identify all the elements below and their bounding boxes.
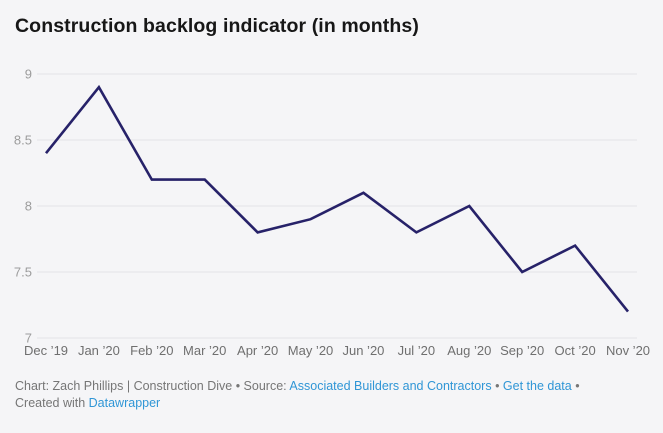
x-tick-label: Nov ’20 [606,343,650,358]
x-tick-label: Mar ’20 [183,343,226,358]
x-tick-label: Oct ’20 [554,343,595,358]
x-tick-label: Jul ’20 [398,343,436,358]
x-tick-label: Feb ’20 [130,343,173,358]
byline-text: Chart: Zach Phillips | Construction Dive… [15,379,290,393]
x-tick-label: May ’20 [288,343,334,358]
chart-title: Construction backlog indicator (in month… [15,15,419,37]
y-tick-label: 8.5 [14,133,32,148]
x-tick-label: Aug ’20 [447,343,491,358]
source-link[interactable]: Associated Builders and Contractors [289,379,492,393]
x-tick-label: Jan ’20 [78,343,120,358]
chart-footer: Chart: Zach Phillips | Construction Dive… [15,378,647,412]
x-tick-label: Apr ’20 [237,343,278,358]
y-tick-label: 7 [25,331,32,346]
x-tick-label: Sep ’20 [500,343,544,358]
y-tick-label: 7.5 [14,265,32,280]
x-tick-label: Jun ’20 [342,343,384,358]
data-line [44,84,630,313]
x-tick-label: Dec ’19 [24,343,68,358]
line-chart: 7 7.5 8 8.5 9 Dec ’19 Jan ’20 Feb ’20 Mar ’20 Ap… [14,67,650,359]
footer-separator-2: • [571,379,580,393]
x-axis-labels: Dec ’19 Jan ’20 Feb ’20 Mar ’20 Apr ’20 May ’… [24,343,650,358]
y-axis-labels: 7 7.5 8 8.5 9 [14,67,32,346]
datawrapper-link[interactable]: Datawrapper [88,396,161,410]
y-tick-label: 9 [25,67,32,82]
created-with-text: Created with [15,396,89,410]
get-the-data-link[interactable]: Get the data [502,379,572,393]
y-tick-label: 8 [25,199,32,214]
footer-separator: • [491,379,503,393]
